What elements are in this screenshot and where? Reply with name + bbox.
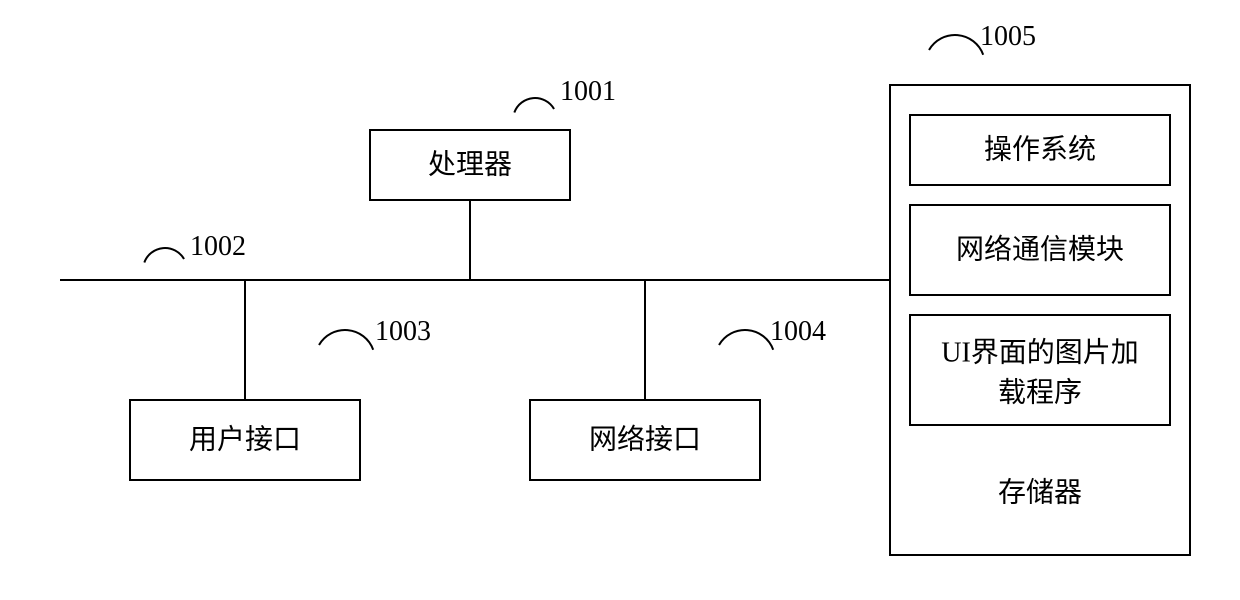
memory-label: 存储器 — [998, 476, 1082, 508]
id-1003: 1003 — [375, 316, 431, 347]
memory-sub-uiprog — [910, 315, 1170, 425]
callout-1005: 1005 — [929, 21, 1036, 55]
callout-1001: 1001 — [514, 76, 616, 112]
network-interface-node: 网络接口 — [530, 400, 760, 480]
memory-sub-uiprog-label1: UI界面的图片加 — [941, 336, 1139, 368]
callout-1002: 1002 — [144, 231, 246, 262]
network-interface-label: 网络接口 — [589, 423, 701, 455]
memory-sub-uiprog-label2: 载程序 — [998, 376, 1082, 408]
id-1004: 1004 — [770, 316, 826, 347]
callout-1004: 1004 — [719, 316, 826, 350]
id-1001: 1001 — [560, 76, 616, 107]
memory-sub-os-label: 操作系统 — [984, 133, 1096, 165]
memory-sub-netcomm-label: 网络通信模块 — [956, 233, 1124, 265]
user-interface-label: 用户接口 — [189, 423, 301, 455]
callout-1003: 1003 — [319, 316, 431, 350]
processor-node: 处理器 — [370, 130, 570, 200]
memory-node: 操作系统 网络通信模块 UI界面的图片加 载程序 存储器 — [890, 85, 1190, 555]
id-1002: 1002 — [190, 231, 246, 262]
processor-label: 处理器 — [428, 148, 512, 180]
id-1005: 1005 — [980, 21, 1036, 52]
user-interface-node: 用户接口 — [130, 400, 360, 480]
block-diagram: 处理器 用户接口 网络接口 操作系统 网络通信模块 UI界面的图片加 载程序 存… — [0, 0, 1240, 600]
connections — [245, 200, 645, 400]
